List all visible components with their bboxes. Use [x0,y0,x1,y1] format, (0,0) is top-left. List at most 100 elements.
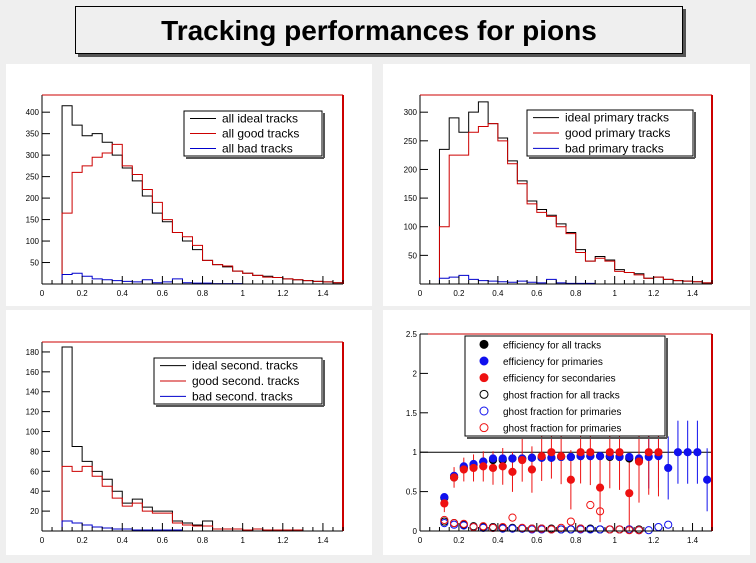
y-tick-label: 120 [26,408,40,417]
marker-series-3 [625,489,634,498]
x-tick-label: 1 [612,289,617,298]
x-tick-label: 0.4 [492,536,504,545]
x-tick-label: 0.8 [570,536,582,545]
y-tick-label: 50 [408,251,417,260]
marker-series-3 [576,448,585,457]
marker-series-6 [508,513,517,522]
y-tick-label: 180 [26,348,40,357]
marker-series-6 [459,519,468,529]
marker-series-6 [586,500,595,510]
marker-series-6 [595,507,605,516]
marker-series-6 [566,517,575,526]
marker-series-6 [449,519,459,528]
x-tick-label: 1.4 [687,289,699,298]
marker-series-6 [615,525,624,534]
marker-series-2 [498,454,507,463]
marker-series-2 [625,452,634,462]
histogram-series-2 [61,143,344,284]
x-tick-label: 0 [40,536,45,545]
legend-marker [479,373,489,383]
legend-marker [479,406,489,416]
y-tick-label: 1 [413,448,418,457]
plot-panel-2: 0 0.2 0.4 0.6 0.8 1 1.2 1.4 50 100 150 200 250 300 ide… [383,64,750,306]
histogram-series-2 [438,123,713,284]
marker-series-3 [498,462,507,471]
x-tick-label: 0 [418,536,423,545]
marker-series-2 [664,463,673,473]
y-tick-label: 200 [404,165,418,174]
y-tick-label: 2.5 [406,330,418,339]
marker-series-5 [664,520,673,529]
y-tick-label: 0 [413,527,418,536]
marker-series-6 [634,526,644,535]
x-tick-label: 0.4 [117,536,129,545]
x-tick-label: 0.4 [492,289,504,298]
y-tick-label: 300 [26,151,40,160]
y-tick-label: 80 [30,447,39,456]
x-tick-label: 0.6 [531,536,543,545]
marker-series-2 [566,452,575,462]
marker-series-3 [469,463,478,473]
marker-series-2 [703,475,712,484]
marker-series-3 [449,473,459,482]
marker-series-5 [566,525,575,534]
marker-series-2 [595,452,605,461]
title-box: Tracking performances for pions [75,6,683,54]
y-tick-label: 20 [30,507,39,516]
marker-series-6 [479,522,488,531]
x-tick-label: 0 [418,289,423,298]
legend-marker [479,339,489,349]
x-tick-label: 1.4 [317,289,329,298]
y-tick-label: 160 [26,368,40,377]
legend-entry: ghost fraction for primaries [503,407,621,418]
legend-entry: bad primary tracks [565,141,664,155]
marker-series-3 [595,483,605,492]
x-tick-label: 0.2 [77,536,89,545]
x-tick-label: 0.2 [77,289,89,298]
marker-series-3 [547,448,556,457]
marker-series-5 [508,524,517,533]
legend-marker [479,423,489,433]
marker-series-3 [586,448,595,457]
x-tick-label: 0.8 [197,289,209,298]
marker-series-2 [683,448,692,457]
marker-series-3 [557,452,566,461]
marker-series-2 [527,453,537,462]
marker-series-3 [615,448,624,457]
marker-series-3 [566,475,575,484]
y-tick-label: 250 [404,137,418,146]
x-tick-label: 1 [240,536,245,545]
marker-series-3 [654,448,663,457]
marker-series-2 [488,454,498,463]
legend-entry: all good tracks [222,127,299,141]
x-tick-label: 0.6 [157,289,169,298]
marker-series-2 [693,448,702,457]
x-tick-label: 0.2 [453,536,465,545]
y-tick-label: 40 [30,487,39,496]
pad-background [6,64,372,306]
legend-entry: efficiency for secondaries [503,374,616,385]
y-tick-label: 50 [30,259,39,268]
marker-series-6 [537,524,546,533]
x-tick-label: 1.4 [687,536,699,545]
legend-entry: efficiency for primaries [503,357,603,368]
x-tick-label: 1.4 [317,536,329,545]
marker-series-5 [440,519,449,528]
y-tick-label: 0.5 [406,488,418,497]
marker-series-6 [576,524,585,533]
x-tick-label: 0.8 [570,289,582,298]
marker-series-3 [537,452,546,461]
histogram-series-2 [61,465,343,532]
marker-series-6 [527,524,537,533]
marker-series-3 [605,448,614,457]
legend-entry: ghost fraction for all tracks [503,390,620,401]
x-tick-label: 1 [612,536,617,545]
y-tick-label: 2 [413,369,418,378]
legend-entry: efficiency for all tracks [503,340,601,351]
page-title: Tracking performances for pions [161,15,597,46]
legend-entry: ghost fraction for primaries [503,424,621,435]
x-tick-label: 1 [240,289,245,298]
marker-series-2 [508,454,517,463]
marker-series-5 [595,525,605,534]
legend-box [464,335,666,437]
